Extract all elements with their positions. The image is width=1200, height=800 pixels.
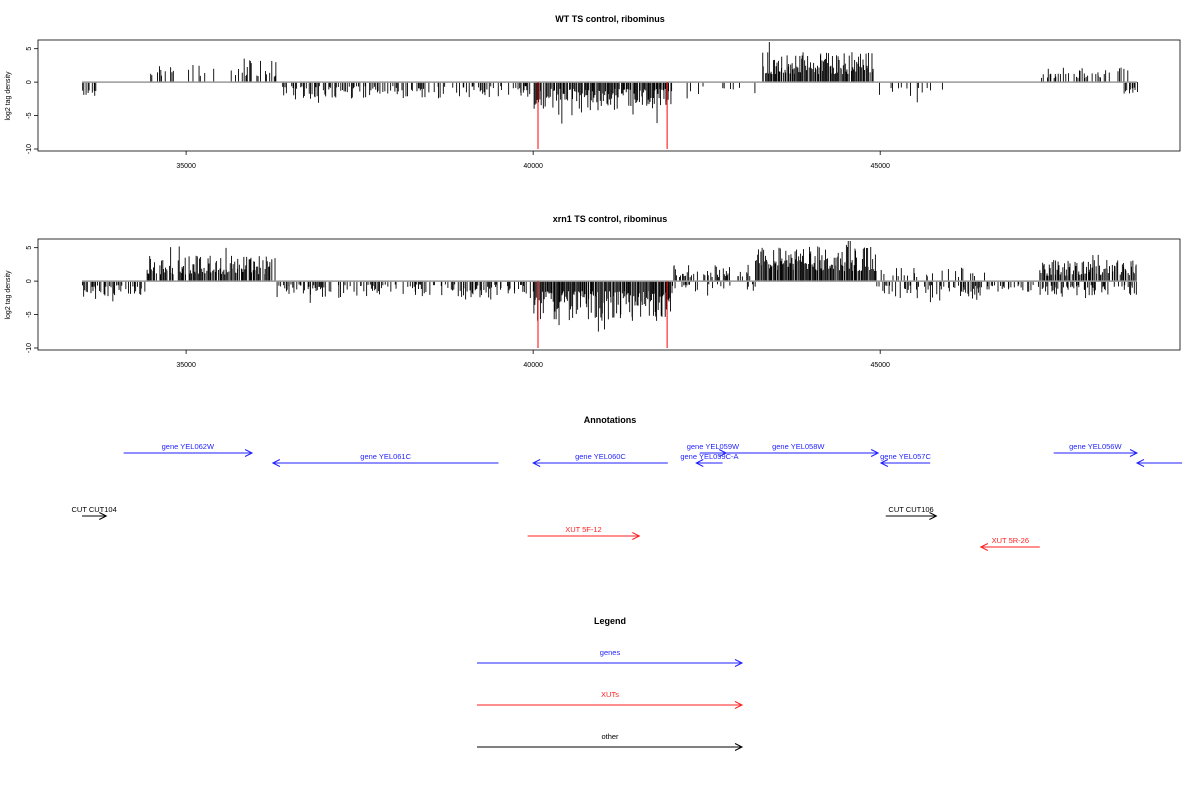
y-tick-label: 5 bbox=[26, 47, 33, 51]
arrow-head bbox=[695, 459, 704, 467]
x-tick-label: 45000 bbox=[870, 362, 890, 369]
feature-arrow bbox=[532, 459, 668, 467]
feature-gene bbox=[1135, 459, 1183, 467]
x-axis: 35000 40000 45000 bbox=[176, 350, 890, 369]
feature-arrow bbox=[82, 512, 108, 520]
arrow-head bbox=[532, 459, 541, 467]
legend-label: XUTs bbox=[601, 690, 619, 699]
arrow-head bbox=[99, 512, 108, 520]
arrow-head bbox=[929, 512, 938, 520]
x-tick-label: 40000 bbox=[523, 163, 543, 170]
feature-gene: gene YEL061C bbox=[271, 452, 499, 467]
feature-arrow bbox=[879, 459, 931, 467]
plot-frame bbox=[37, 39, 1181, 152]
y-axis: 5 0 -5 -10 bbox=[26, 246, 38, 353]
feature-gene: gene YEL056W bbox=[1053, 442, 1139, 457]
legend-arrow bbox=[477, 701, 744, 709]
feature-label: gene YEL059C-A bbox=[680, 452, 738, 461]
x-tick-label: 40000 bbox=[523, 362, 543, 369]
arrow-head bbox=[1135, 459, 1145, 467]
feature-gene: gene YEL057C bbox=[879, 452, 931, 467]
feature-label: gene YEL060C bbox=[575, 452, 626, 461]
feature-gene: gene YEL060C bbox=[532, 452, 668, 467]
x-tick-label: 35000 bbox=[176, 362, 196, 369]
y-axis: 5 0 -5 -10 bbox=[26, 47, 38, 154]
y-tick-label: -5 bbox=[26, 311, 33, 317]
legend-label: genes bbox=[600, 648, 621, 657]
y-tick-label: -10 bbox=[26, 343, 33, 353]
arrow-head bbox=[734, 701, 744, 709]
feature-label: CUT CUT106 bbox=[888, 505, 933, 514]
feature-gene: gene YEL062W bbox=[123, 442, 254, 457]
plot-frame bbox=[37, 238, 1181, 351]
panel-title: xrn1 TS control, ribominus bbox=[553, 214, 668, 224]
y-axis-label: log2 tag density bbox=[5, 270, 12, 320]
wt-density-panel: WT TS control, ribominus log2 tag densit… bbox=[5, 14, 1181, 170]
feature-label: gene YEL057C bbox=[880, 452, 931, 461]
feature-arrow bbox=[527, 532, 641, 540]
xrn1-density-panel: xrn1 TS control, ribominus log2 tag dens… bbox=[5, 214, 1181, 369]
legend-items: genes XUTs other bbox=[477, 648, 744, 751]
arrow-head bbox=[870, 449, 880, 457]
feature-arrow bbox=[1053, 449, 1139, 457]
feature-label: gene YEL061C bbox=[360, 452, 411, 461]
feature-arrow bbox=[718, 449, 880, 457]
feature-arrow bbox=[1135, 459, 1183, 467]
arrow-head bbox=[734, 659, 744, 667]
legend-title: Legend bbox=[594, 616, 626, 626]
x-tick-label: 45000 bbox=[870, 163, 890, 170]
arrow-head bbox=[271, 459, 281, 467]
feature-xut: XUT 5F-12 bbox=[527, 525, 641, 540]
legend-item-gene: genes bbox=[477, 648, 744, 667]
feature-other: CUT CUT106 bbox=[885, 505, 938, 520]
feature-gene: gene YEL059C-A bbox=[680, 452, 739, 467]
y-tick-label: 0 bbox=[26, 279, 33, 283]
y-axis-label: log2 tag density bbox=[5, 71, 12, 121]
legend-item-other: other bbox=[477, 732, 744, 751]
panel-title: WT TS control, ribominus bbox=[555, 14, 665, 24]
arrow-head bbox=[879, 459, 889, 467]
x-tick-label: 35000 bbox=[176, 163, 196, 170]
feature-label: CUT CUT104 bbox=[71, 505, 116, 514]
bar-series bbox=[82, 42, 1138, 149]
feature-arrow bbox=[271, 459, 499, 467]
arrow-head bbox=[734, 743, 744, 751]
y-tick-label: -10 bbox=[26, 144, 33, 154]
feature-other: CUT CUT104 bbox=[71, 505, 117, 520]
y-tick-label: 5 bbox=[26, 246, 33, 250]
feature-label: gene YEL056W bbox=[1069, 442, 1122, 451]
y-tick-label: -5 bbox=[26, 112, 33, 118]
legend-arrow bbox=[477, 743, 744, 751]
arrow-head bbox=[979, 543, 989, 551]
x-axis: 35000 40000 45000 bbox=[176, 151, 890, 170]
feature-gene: gene YEL058W bbox=[718, 442, 880, 457]
arrow-head bbox=[244, 449, 254, 457]
legend-label: other bbox=[601, 732, 619, 741]
feature-arrow bbox=[885, 512, 938, 520]
feature-arrow bbox=[123, 449, 254, 457]
arrow-head bbox=[632, 532, 641, 540]
legend-arrow bbox=[477, 659, 744, 667]
feature-label: gene YEL062W bbox=[162, 442, 215, 451]
feature-label: gene YEL059W bbox=[687, 442, 740, 451]
annotations-title: Annotations bbox=[584, 415, 637, 425]
feature-xut: XUT 5R-26 bbox=[979, 536, 1040, 551]
arrow-head bbox=[1129, 449, 1139, 457]
feature-arrow bbox=[979, 543, 1040, 551]
legend-item-xut: XUTs bbox=[477, 690, 744, 709]
feature-label: gene YEL058W bbox=[772, 442, 825, 451]
feature-arrow bbox=[695, 459, 723, 467]
feature-label: XUT 5F-12 bbox=[565, 525, 602, 534]
feature-list: gene YEL062W gene YEL061C gene YEL060C gene… bbox=[71, 442, 1183, 551]
feature-label: XUT 5R-26 bbox=[992, 536, 1029, 545]
bar-series bbox=[82, 241, 1137, 348]
y-tick-label: 0 bbox=[26, 80, 33, 84]
legend: Legend genes XUTs other bbox=[477, 616, 744, 751]
